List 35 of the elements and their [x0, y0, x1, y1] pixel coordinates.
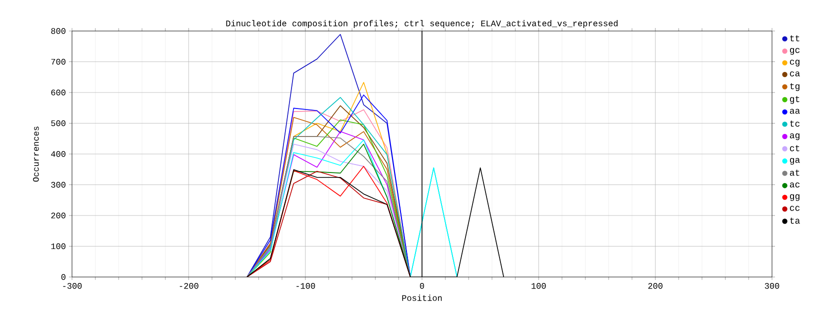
legend-label: gc [790, 48, 800, 55]
legend-label: ca [790, 71, 800, 76]
x-tick-label: -300 [63, 283, 82, 289]
legend-label: tt [790, 35, 800, 42]
legend-label: at [790, 170, 800, 176]
legend-label: ag [790, 133, 800, 140]
legend-label: ta [790, 218, 800, 224]
x-tick-label: 0 [420, 283, 424, 289]
y-tick-label: 500 [51, 120, 66, 126]
y-axis-title: Occurrences [33, 126, 39, 182]
x-tick-label: 300 [764, 283, 780, 289]
x-tick-label: -100 [296, 283, 316, 289]
legend-label: cc [790, 206, 800, 211]
legend-label: cg [790, 60, 800, 66]
y-tick-label: 200 [51, 212, 66, 218]
legend-label: tg [790, 83, 800, 92]
legend-label: gt [790, 96, 800, 104]
y-tick-label: 400 [51, 151, 66, 157]
legend-label: aa [790, 108, 800, 114]
legend-label: gg [790, 194, 800, 201]
y-tick-label: 800 [51, 28, 66, 34]
legend-label: ga [790, 158, 800, 165]
x-tick-label: 100 [532, 283, 546, 289]
x-tick-label: 200 [648, 283, 662, 289]
y-tick-label: 300 [51, 182, 66, 188]
legend-label: tc [790, 120, 800, 127]
legend-label: ct [790, 145, 800, 152]
legend-label: ac [790, 182, 800, 188]
y-tick-label: 600 [51, 90, 66, 96]
x-axis-title: Position [402, 294, 442, 301]
y-tick-label: 0 [61, 274, 66, 280]
x-tick-label: -200 [180, 283, 198, 289]
y-tick-label: 100 [51, 243, 66, 250]
chart-title: Dinucleotide composition profiles; ctrl sequence; ELAV_activated_vs_repressed [226, 20, 618, 28]
y-tick-label: 700 [51, 58, 66, 65]
